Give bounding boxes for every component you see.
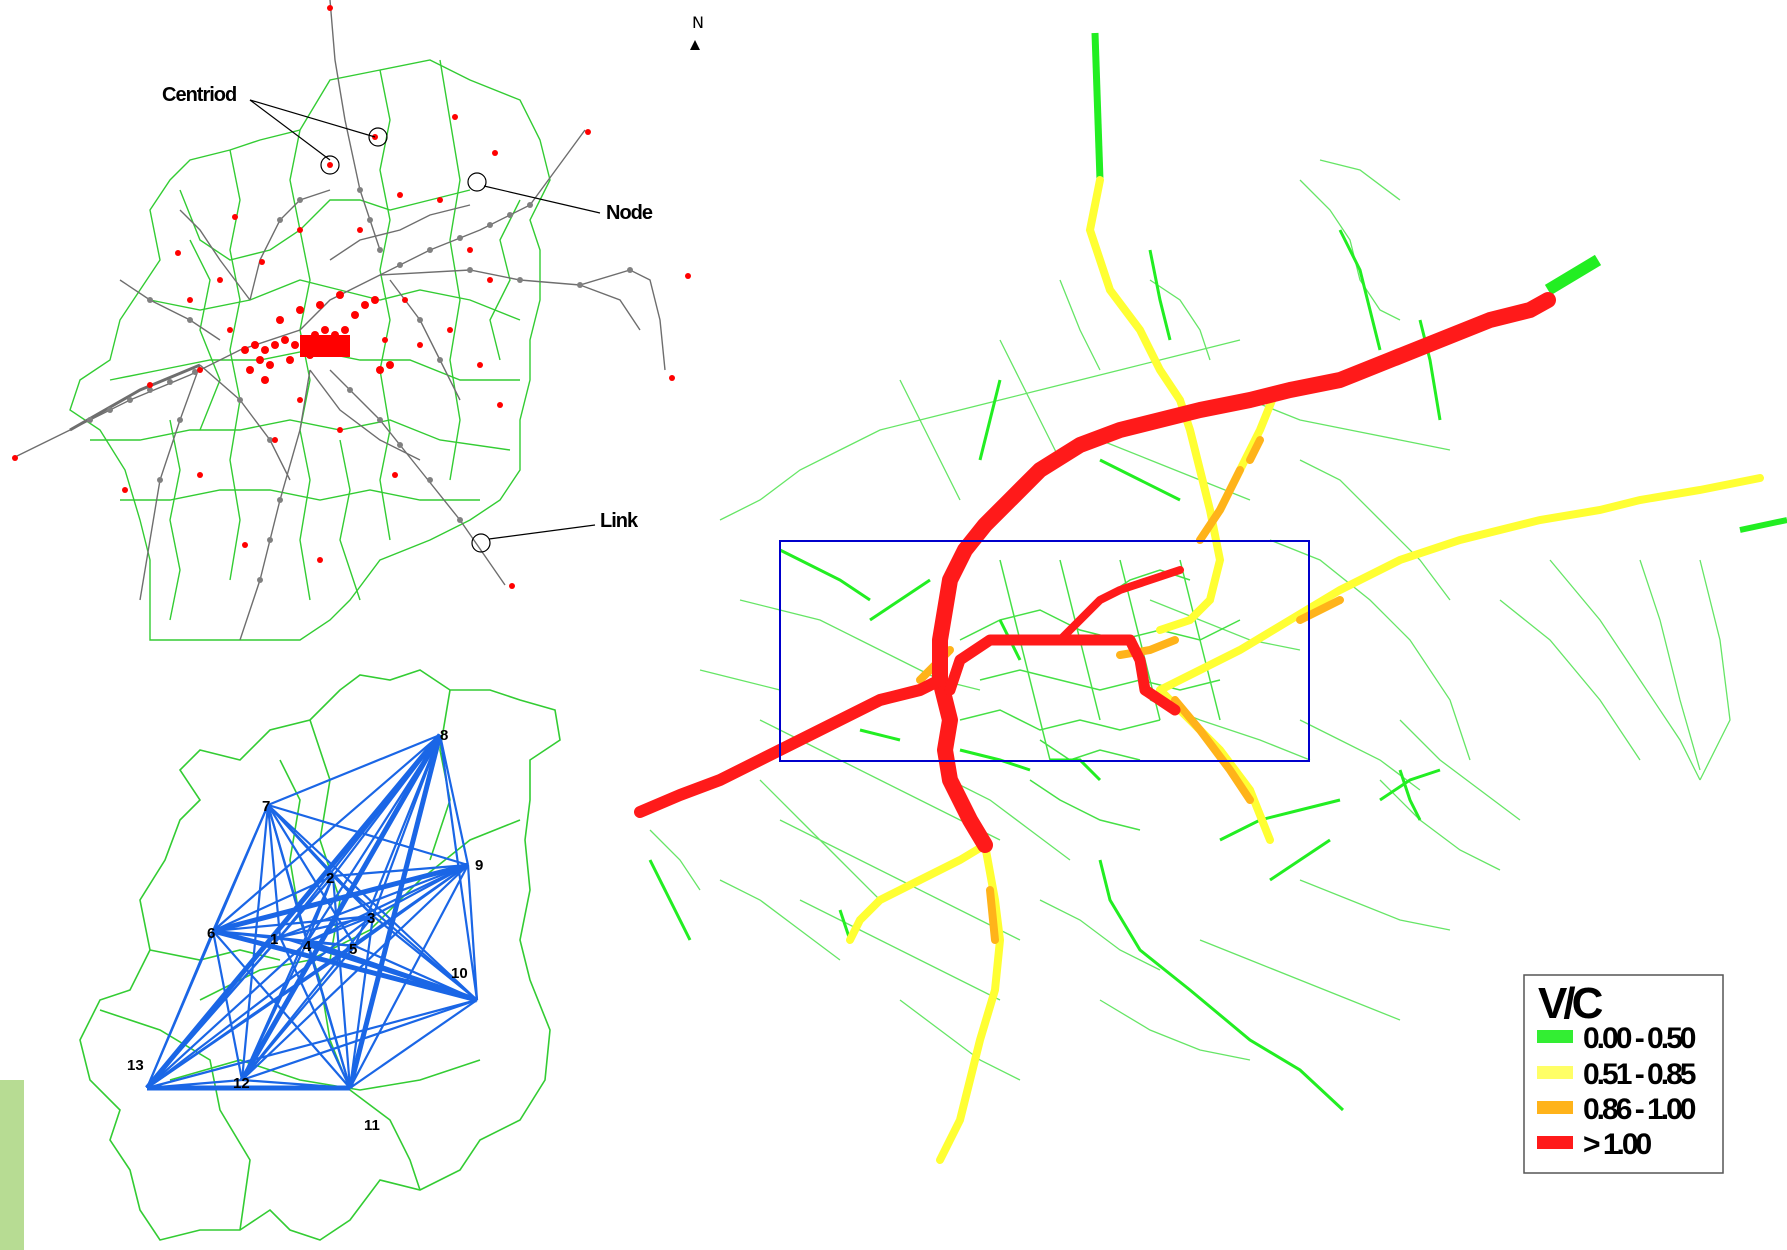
zone-label-10: 10	[451, 965, 468, 982]
zone-label-1: 1	[270, 931, 278, 948]
callouts	[249, 99, 601, 553]
od-map: 1 2 3 4 5 6 7 8 9 10 11 12 13	[79, 669, 561, 1241]
legend-label-2: 0.51 - 0.85	[1583, 1058, 1696, 1091]
vc-orange-links	[916, 436, 1344, 944]
callout-node-label: Node	[606, 202, 653, 224]
desire-lines-heavy	[145, 733, 478, 1091]
legend-swatch-2	[1537, 1066, 1573, 1079]
zone-boundaries	[69, 59, 551, 641]
north-label: N	[692, 13, 704, 32]
zone-labels: 1 2 3 4 5 6 7 8 9 10 11 12 13	[127, 727, 483, 1134]
centroid-points	[12, 5, 691, 589]
zone-label-6: 6	[207, 925, 215, 942]
legend-swatch-3	[1537, 1101, 1573, 1114]
node-points	[87, 187, 633, 583]
north-arrow-icon	[690, 40, 700, 50]
zone-label-5: 5	[349, 941, 357, 958]
legend-label-3: 0.86 - 1.00	[1583, 1093, 1696, 1126]
zone-label-13: 13	[127, 1057, 144, 1074]
zone-label-2: 2	[326, 870, 334, 887]
zone-label-12: 12	[233, 1075, 250, 1092]
network-map: Centriod Node Link	[12, 0, 691, 641]
vc-legend: V/C 0.00 - 0.50 0.51 - 0.85 0.86 - 1.00 …	[1523, 974, 1724, 1174]
legend-title: V/C	[1538, 979, 1603, 1028]
zone-label-3: 3	[367, 910, 375, 927]
zone-label-11: 11	[364, 1117, 380, 1134]
legend-swatch-1	[1537, 1030, 1573, 1043]
decorative-grass	[0, 1080, 24, 1250]
legend-label-1: 0.00 - 0.50	[1583, 1022, 1696, 1055]
zone-label-7: 7	[262, 798, 270, 815]
callout-centroid-label: Centriod	[162, 84, 236, 106]
study-area-box	[779, 540, 1310, 762]
vc-map: V/C 0.00 - 0.50 0.51 - 0.85 0.86 - 1.00 …	[634, 32, 1787, 1174]
north-arrow: N	[690, 13, 704, 50]
road-network	[14, 0, 666, 641]
vc-green-links	[648, 32, 1787, 1112]
vc-red-links	[634, 292, 1556, 853]
zone-label-8: 8	[440, 727, 448, 744]
callout-link-label: Link	[600, 510, 639, 532]
legend-label-4: > 1.00	[1583, 1128, 1652, 1161]
zone-label-4: 4	[303, 938, 312, 955]
centroid-cluster	[300, 335, 350, 357]
legend-swatch-4	[1537, 1136, 1573, 1149]
zone-label-9: 9	[475, 857, 483, 874]
